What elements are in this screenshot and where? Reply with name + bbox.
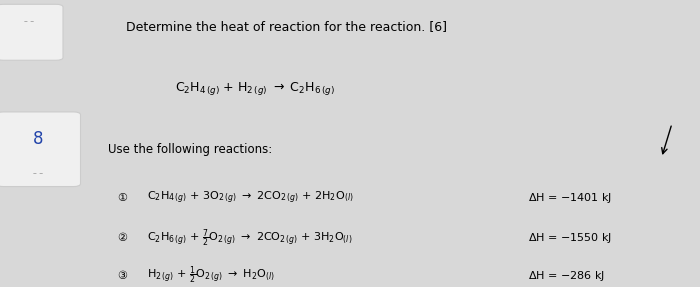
Text: – –: – – bbox=[25, 17, 34, 26]
Text: $\Delta$H = $-$286 kJ: $\Delta$H = $-$286 kJ bbox=[528, 269, 606, 282]
Text: C$_2$H$_{4\,(g)}$ + 3O$_{2\,(g)}$ $\rightarrow$ 2CO$_{2\,(g)}$ + 2H$_2$O$_{(l)}$: C$_2$H$_{4\,(g)}$ + 3O$_{2\,(g)}$ $\righ… bbox=[147, 190, 354, 206]
Text: $\Delta$H = $-$1550 kJ: $\Delta$H = $-$1550 kJ bbox=[528, 231, 612, 245]
FancyBboxPatch shape bbox=[0, 112, 80, 187]
Text: C$_2$H$_{6\,(g)}$ + $\frac{7}{2}$O$_{2\,(g)}$ $\rightarrow$ 2CO$_{2\,(g)}$ + 3H$: C$_2$H$_{6\,(g)}$ + $\frac{7}{2}$O$_{2\,… bbox=[147, 228, 353, 249]
Text: ②: ② bbox=[118, 233, 127, 243]
Text: H$_{2\,(g)}$ + $\frac{1}{2}$O$_{2\,(g)}$ $\rightarrow$ H$_2$O$_{(l)}$: H$_{2\,(g)}$ + $\frac{1}{2}$O$_{2\,(g)}$… bbox=[147, 265, 275, 286]
FancyBboxPatch shape bbox=[0, 4, 63, 60]
Text: Use the following reactions:: Use the following reactions: bbox=[108, 144, 273, 156]
Text: $\Delta$H = $-$1401 kJ: $\Delta$H = $-$1401 kJ bbox=[528, 191, 612, 205]
Text: 8: 8 bbox=[34, 130, 43, 148]
Text: Determine the heat of reaction for the reaction. [6]: Determine the heat of reaction for the r… bbox=[126, 20, 447, 33]
Text: C$_2$H$_{4\,(g)}$ + H$_{2\,(g)}$ $\rightarrow$ C$_2$H$_{6\,(g)}$: C$_2$H$_{4\,(g)}$ + H$_{2\,(g)}$ $\right… bbox=[175, 80, 335, 97]
Text: ①: ① bbox=[118, 193, 127, 203]
Text: ③: ③ bbox=[118, 271, 127, 280]
Text: – –: – – bbox=[34, 169, 43, 178]
